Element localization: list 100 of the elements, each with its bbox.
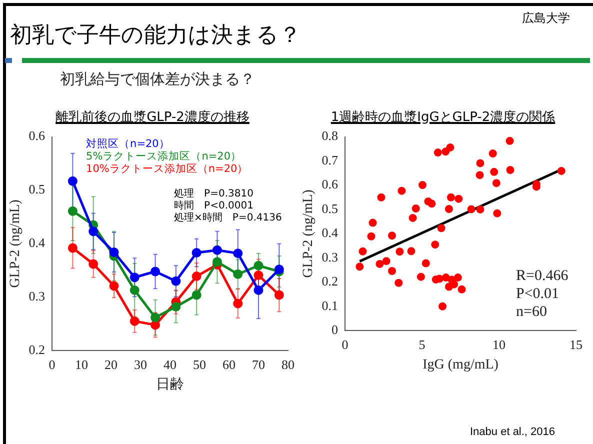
point — [428, 200, 436, 208]
point — [109, 248, 119, 257]
point — [444, 204, 453, 213]
point — [492, 179, 500, 188]
point — [418, 181, 426, 190]
text: 10%ラクトース添加区（n=20） — [86, 162, 248, 175]
x-tick-label: 60 — [222, 356, 236, 372]
point — [233, 298, 243, 308]
point — [557, 166, 566, 175]
point — [150, 320, 160, 330]
x-tick-label: 40 — [164, 356, 177, 372]
point — [254, 270, 264, 280]
point — [233, 248, 243, 258]
point — [150, 312, 160, 322]
point — [488, 150, 497, 158]
point — [212, 257, 222, 267]
y-tick-label: 0.4 — [28, 235, 46, 250]
point — [467, 205, 476, 214]
point — [446, 193, 455, 202]
point — [254, 260, 264, 270]
point — [438, 302, 447, 310]
point — [490, 168, 498, 176]
annotation: 処理×時間 P=0.4136 — [174, 211, 282, 224]
point — [68, 206, 78, 216]
y-tick-label: 0.1 — [322, 298, 338, 313]
point — [368, 218, 377, 227]
x-tick-label: 15 — [570, 336, 582, 352]
y-tick-label: 0.5 — [28, 182, 46, 197]
point — [367, 232, 376, 240]
point — [407, 247, 416, 256]
point — [493, 209, 502, 218]
x-tick-label: 10 — [75, 356, 88, 372]
point — [150, 266, 160, 276]
point — [412, 204, 420, 213]
y-tick-label: 0.4 — [322, 225, 339, 240]
point — [382, 257, 390, 266]
point — [422, 259, 430, 268]
point — [233, 269, 243, 279]
text: 広島大学 — [522, 10, 570, 27]
text: 初乳で子牛の能力は決まる？ — [10, 22, 301, 50]
point — [192, 272, 202, 282]
y-tick-label: 0.6 — [322, 176, 339, 192]
chart-title: 離乳前後の血漿GLP-2濃度の推移 — [54, 109, 250, 126]
point — [437, 224, 446, 232]
point — [398, 186, 406, 195]
y-tick-label: 0.3 — [322, 249, 338, 264]
y-tick-label: 0.7 — [322, 152, 339, 168]
chart-title: 1週齢時の血漿IgGとGLP-2濃度の関係 — [330, 109, 556, 126]
point — [68, 243, 78, 253]
point — [454, 274, 462, 282]
y-tick-label: 0.2 — [322, 274, 338, 289]
point — [476, 171, 484, 180]
point — [506, 136, 514, 145]
point — [434, 148, 442, 157]
y-tick-label: 0.2 — [28, 342, 46, 358]
x-axis-title: IgG (mg/mL) — [422, 357, 499, 372]
y-tick-label: 0.5 — [322, 200, 338, 216]
point — [394, 278, 403, 287]
y-tick-label: 0 — [332, 322, 338, 338]
point — [416, 272, 425, 281]
point — [476, 159, 484, 168]
point — [68, 176, 78, 186]
annotation: R=0.466 — [516, 268, 569, 284]
point — [388, 232, 396, 240]
text: Inabu et al., 2016 — [470, 426, 556, 438]
annotation: 処理 P=0.3810 — [174, 188, 254, 200]
point — [171, 276, 181, 286]
point — [450, 280, 458, 288]
point — [431, 240, 440, 249]
point — [454, 194, 463, 203]
point — [458, 285, 466, 294]
x-axis-title: 日齢 — [156, 376, 184, 392]
x-tick-label: 0 — [48, 356, 56, 372]
text: 5%ラクトース添加区（n=20） — [86, 149, 242, 162]
annotation: P<0.01 — [516, 286, 560, 302]
point — [476, 205, 484, 214]
point — [356, 262, 364, 271]
point — [358, 247, 367, 256]
point — [388, 267, 396, 276]
point — [130, 316, 140, 326]
annotation: 時間 P<0.0001 — [174, 199, 254, 212]
text: 初乳給与で個体差が決まる？ — [60, 70, 255, 89]
x-tick-label: 10 — [492, 336, 506, 352]
point — [274, 290, 284, 300]
text: 対照区（n=20） — [86, 136, 170, 150]
point — [212, 245, 222, 255]
point — [506, 166, 514, 174]
point — [130, 272, 140, 282]
x-tick-label: 5 — [418, 336, 426, 352]
y-axis-title: GLP-2 (ng/mL) — [301, 189, 316, 278]
point — [192, 290, 202, 300]
y-tick-label: 0.3 — [28, 288, 46, 304]
point — [377, 193, 386, 202]
y-tick-label: 0.6 — [28, 128, 46, 144]
x-tick-label: 80 — [282, 356, 294, 372]
annotation: n=60 — [516, 304, 547, 320]
point — [376, 260, 384, 268]
x-tick-label: 70 — [252, 356, 266, 372]
point — [446, 143, 454, 152]
point — [171, 302, 181, 312]
